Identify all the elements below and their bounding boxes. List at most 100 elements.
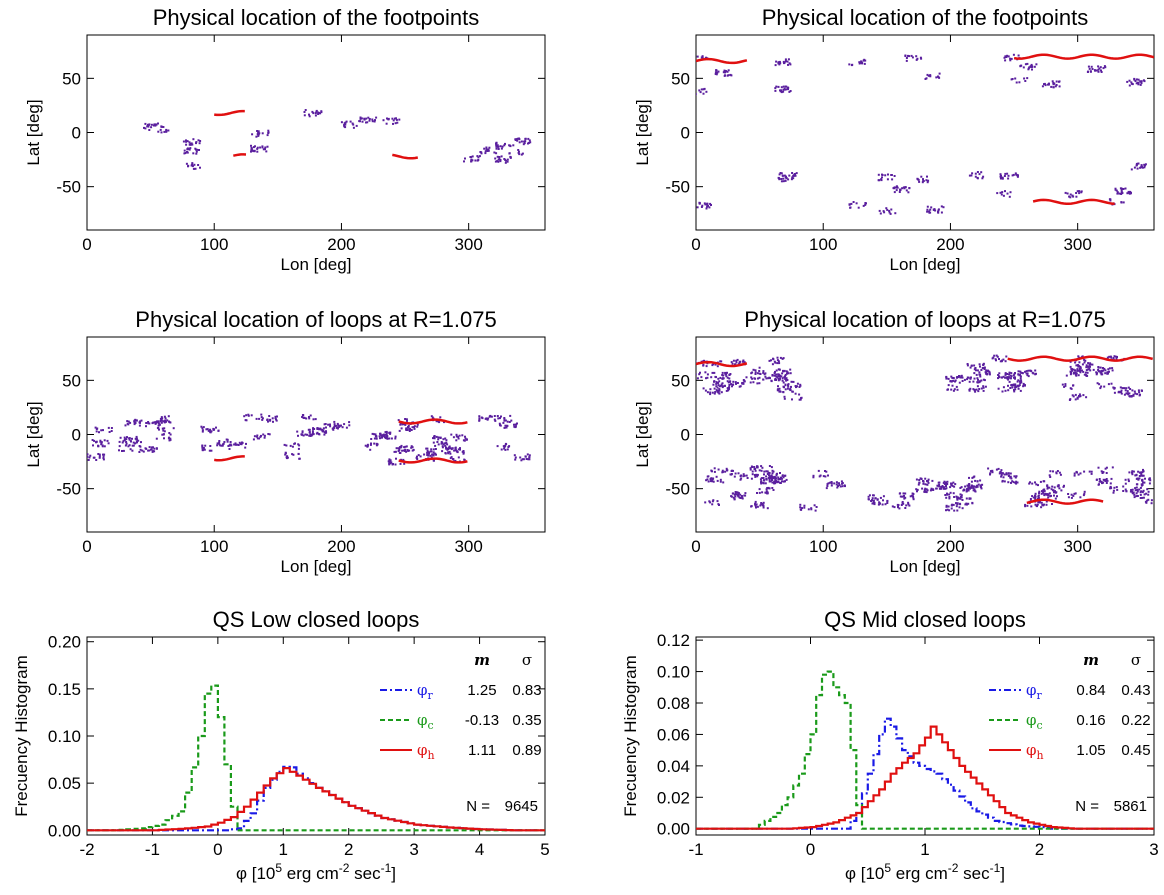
footpoint-point: [709, 388, 712, 391]
footpoint-point: [899, 492, 902, 495]
footpoint-point: [199, 166, 201, 169]
footpoint-point: [306, 433, 309, 436]
footpoint-point: [1126, 390, 1129, 393]
footpoint-point: [1102, 471, 1105, 474]
footpoint-point: [779, 377, 781, 380]
footpoint-point: [1105, 478, 1108, 480]
footpoint-point: [250, 150, 252, 153]
footpoint-point: [148, 129, 151, 131]
footpoint-point: [1113, 391, 1116, 394]
footpoint-point: [1128, 79, 1131, 82]
footpoint-point: [734, 381, 737, 384]
footpoint-point: [1055, 80, 1058, 83]
x-tick-label: 300: [454, 537, 482, 556]
footpoint-point: [301, 416, 304, 418]
footpoint-point: [1022, 385, 1025, 388]
footpoint-point: [922, 480, 925, 482]
footpoint-point: [783, 87, 786, 90]
footpoint-point: [785, 379, 788, 382]
footpoint-point: [1086, 371, 1089, 374]
footpoint-point: [768, 478, 771, 481]
footpoint-point: [1130, 81, 1133, 84]
footpoint-point: [699, 91, 702, 94]
footpoint-point: [483, 147, 486, 150]
footpoint-point: [858, 61, 861, 64]
footpoint-point: [819, 474, 822, 477]
footpoint-point: [778, 173, 781, 176]
footpoint-point: [464, 437, 467, 440]
footpoint-point: [308, 115, 311, 118]
footpoint-point: [949, 380, 952, 382]
footpoint-point: [783, 369, 786, 372]
footpoint-point: [368, 119, 371, 122]
footpoint-point: [1087, 65, 1090, 68]
footpoint-point: [96, 427, 99, 430]
footpoint-point: [1009, 377, 1012, 380]
y-tick-label: 50: [671, 371, 690, 390]
footpoint-point: [319, 112, 322, 115]
footpoint-point: [1003, 175, 1006, 177]
footpoint-point: [927, 179, 930, 182]
footpoint-point: [1038, 492, 1040, 495]
footpoint-point: [185, 140, 188, 143]
footpoint-point: [444, 442, 447, 445]
footpoint-point: [390, 437, 393, 440]
footpoint-point: [926, 210, 929, 213]
footpoint-point: [916, 490, 918, 493]
footpoint-point: [324, 423, 327, 425]
footpoint-point: [810, 508, 813, 511]
footpoint-point: [250, 414, 253, 417]
legend-label-r: φr: [417, 681, 434, 702]
footpoint-point: [514, 423, 517, 426]
x-tick-label: 200: [327, 537, 355, 556]
footpoint-point: [1026, 77, 1029, 80]
footpoint-point: [1089, 369, 1092, 372]
footpoint-point: [737, 472, 740, 475]
footpoint-point: [760, 481, 762, 484]
footpoint-point: [1136, 495, 1139, 497]
footpoint-point: [253, 435, 256, 438]
footpoint-point: [756, 372, 759, 375]
footpoint-point: [976, 369, 979, 372]
footpoint-point: [701, 55, 704, 58]
footpoint-point: [836, 486, 839, 489]
footpoint-point: [1017, 384, 1020, 387]
footpoint-point: [1086, 71, 1089, 73]
footpoint-point: [999, 360, 1002, 363]
footpoint-point: [760, 477, 763, 480]
panel-5: QS Low closed loops-2 -1 0 1 2 3 4 50.000.050.1…: [12, 607, 550, 883]
footpoint-point: [755, 503, 758, 506]
footpoint-point: [128, 444, 131, 447]
footpoint-point: [1082, 494, 1085, 497]
footpoint-point: [899, 495, 902, 498]
footpoint-point: [769, 476, 771, 479]
footpoint-point: [355, 124, 358, 127]
footpoint-point: [1140, 164, 1143, 167]
footpoint-point: [163, 420, 166, 423]
x-tick-label: 200: [936, 537, 964, 556]
footpoint-point: [691, 93, 693, 95]
footpoint-point: [206, 428, 209, 431]
footpoint-point: [1074, 492, 1077, 495]
footpoint-point: [977, 378, 979, 381]
footpoint-point: [445, 446, 447, 449]
legend-sigma-value: 0.89: [512, 742, 541, 759]
footpoint-point: [1024, 505, 1027, 508]
footpoint-point: [924, 483, 927, 486]
footpoint-point: [877, 179, 880, 182]
footpoint-point: [760, 482, 763, 485]
footpoint-point: [227, 445, 230, 447]
footpoint-point: [208, 449, 211, 452]
footpoint-point: [926, 205, 929, 208]
footpoint-point: [692, 362, 694, 364]
footpoint-point: [312, 428, 315, 431]
footpoint-point: [1024, 63, 1027, 66]
footpoint-point: [912, 495, 914, 498]
footpoint-point: [1124, 187, 1127, 190]
footpoint-point: [1136, 81, 1139, 84]
footpoint-point: [1130, 395, 1133, 398]
footpoint-point: [813, 504, 816, 507]
footpoint-point: [133, 423, 136, 426]
footpoint-point: [168, 432, 171, 434]
footpoint-point: [168, 420, 170, 423]
